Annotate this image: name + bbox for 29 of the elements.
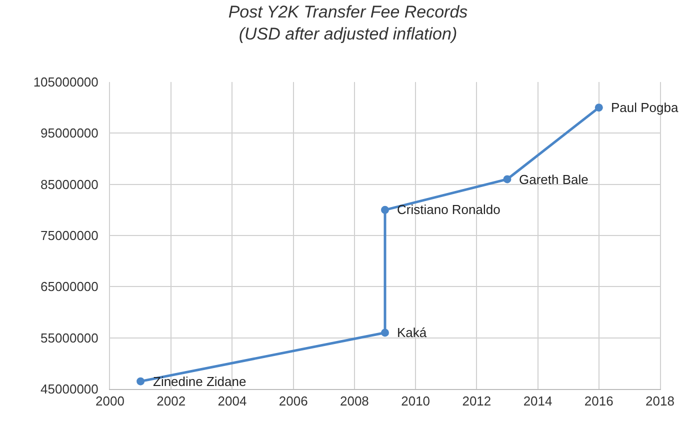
annotation: Zinedine Zidane [153,374,246,389]
annotation: Kaká [397,325,428,340]
x-tick-label: 2010 [401,394,430,409]
x-tick-label: 2012 [462,394,492,409]
chart-subtitle: (USD after adjusted inflation) [238,24,458,44]
point [503,175,512,184]
x-tick-label: 2000 [96,394,124,409]
annotation: Paul Pogba [611,100,679,115]
y-tick-label: 55000000 [40,330,98,346]
x-tick-label: 2014 [523,394,552,409]
point [381,328,389,337]
y-tick-label: 85000000 [40,176,98,192]
point [381,206,389,214]
y-tick-label: 45000000 [40,382,98,397]
x-tick-label: 2008 [340,394,369,409]
annotation: Cristiano Ronaldo [397,202,500,217]
chart-title: Post Y2K Transfer Fee Records [228,2,468,22]
x-tick-label: 2018 [646,394,674,409]
point [594,104,603,112]
x-tick-label: 2002 [156,394,186,409]
x-tick-label: 2016 [584,394,614,409]
y-tick-label: 75000000 [40,228,98,244]
annotation: Gareth Bale [519,172,588,187]
y-tick-label: 95000000 [40,126,98,141]
point [136,377,145,386]
x-tick-label: 2006 [278,394,308,409]
x-tick-label: 2004 [218,394,247,409]
y-tick-label: 65000000 [40,279,98,294]
y-tick-label: 105000000 [33,74,98,90]
